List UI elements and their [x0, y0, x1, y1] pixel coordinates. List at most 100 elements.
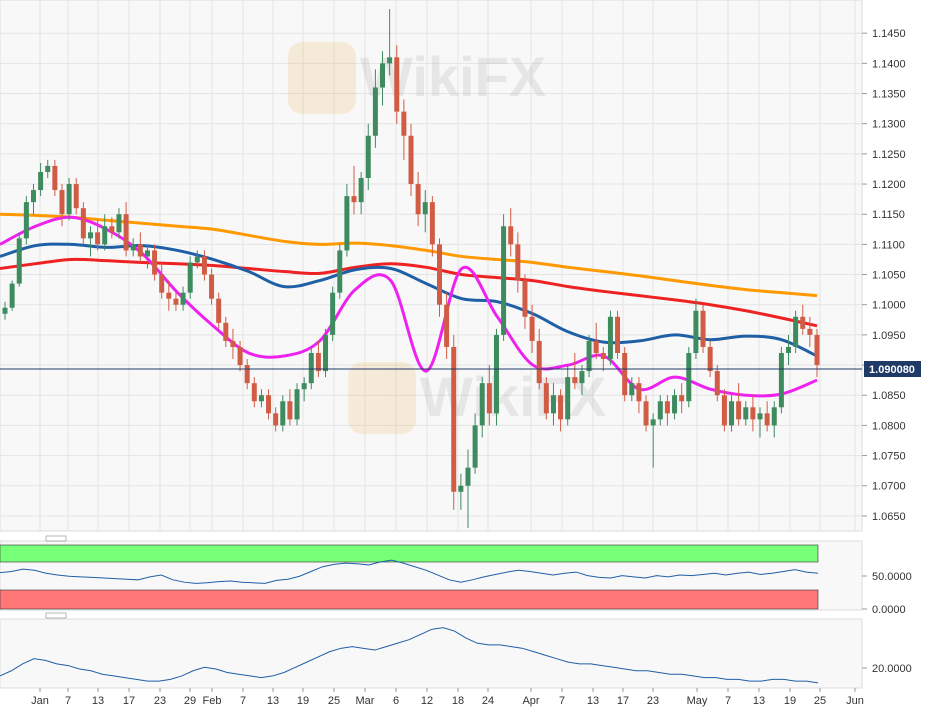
candle-body [600, 352, 606, 360]
x-tick-label: 6 [393, 695, 399, 707]
candle-body [451, 346, 457, 492]
y-tick-label: 1.1400 [872, 58, 906, 70]
candle-body [137, 244, 143, 257]
candle-body [793, 316, 799, 347]
candle-body [693, 310, 699, 353]
x-tick-label: 7 [725, 695, 731, 707]
time-axis: Jan 7 13 17 23 29 Feb 7 13 19 25 Mar 6 12 18 24 Apr 7 13 17… [31, 688, 864, 707]
candle-body [700, 310, 706, 347]
candle-body [2, 307, 8, 314]
candle-body [736, 401, 742, 420]
x-tick-label: 19 [784, 695, 796, 707]
candle-body [558, 395, 564, 420]
candle-body [244, 365, 250, 384]
indicator-2-panel[interactable] [0, 618, 863, 689]
x-tick-label: 24 [482, 695, 494, 707]
y-tick-label: 1.1000 [872, 300, 906, 312]
candle-body [607, 316, 613, 360]
indicator-2-resize-handle[interactable] [45, 612, 67, 619]
candle-body [59, 190, 65, 215]
y-tick-label: 1.1350 [872, 89, 906, 101]
candle-body [344, 196, 350, 251]
x-tick-label: 12 [421, 695, 433, 707]
y-tick-label: 1.0750 [872, 451, 906, 463]
candle-body [109, 226, 115, 233]
x-tick-label: 17 [123, 695, 135, 707]
candle-body [380, 63, 386, 88]
candle-body [729, 401, 735, 426]
candle-body [52, 165, 58, 191]
candle-body [315, 352, 321, 372]
candle-body [230, 340, 236, 347]
candle-body [365, 135, 371, 179]
candle-body [16, 238, 22, 284]
indicator-1-oversold-band [0, 589, 819, 610]
candle-body [814, 334, 820, 366]
candle-body [387, 57, 393, 64]
candle-body [629, 383, 635, 396]
candle-body [301, 383, 307, 390]
candle-body [187, 262, 193, 293]
candle-body [586, 340, 592, 372]
candle-body [714, 371, 720, 396]
candle-body [672, 395, 678, 414]
candle-body [337, 250, 343, 293]
candle-body [273, 413, 279, 426]
candle-body [750, 407, 756, 420]
indicator-2-line [0, 627, 819, 684]
candle-body [622, 352, 628, 396]
candle-body [643, 401, 649, 426]
candle-body [636, 383, 642, 402]
y-tick-label: 1.0650 [872, 511, 906, 523]
candle-body [522, 280, 528, 317]
x-tick-label: 7 [240, 695, 246, 707]
x-tick-label: Apr [522, 695, 539, 707]
candle-body [201, 256, 207, 275]
candle-body [358, 178, 364, 203]
x-tick-label: 13 [753, 695, 765, 707]
y-tick-label: 1.1300 [872, 119, 906, 131]
candle-body [95, 232, 101, 245]
candle-body [543, 383, 549, 414]
candle-body [394, 57, 400, 112]
main-chart-panel[interactable] [0, 0, 863, 532]
candle-body [800, 316, 806, 329]
candle-body [786, 346, 792, 353]
x-tick-label: 23 [154, 695, 166, 707]
x-tick-label: 23 [647, 695, 659, 707]
candle-body [650, 419, 656, 426]
candle-body [80, 208, 86, 239]
y-tick-label: 1.1200 [872, 179, 906, 191]
candle-body [401, 111, 407, 136]
candle-body [707, 346, 713, 372]
candle-body [144, 250, 150, 257]
candle-body [550, 395, 556, 414]
candle-body [422, 202, 428, 215]
candle-body [572, 377, 578, 384]
x-tick-label: Mar [356, 695, 375, 707]
y-tick-label: 1.1050 [872, 270, 906, 282]
x-tick-label: 17 [617, 695, 629, 707]
candle-body [266, 395, 272, 414]
candle-body [87, 232, 93, 239]
x-tick-label: 25 [328, 695, 340, 707]
candle-body [529, 316, 535, 341]
candle-body [351, 196, 357, 203]
candle-body [180, 292, 186, 305]
candle-body [444, 304, 450, 347]
candle-body [721, 395, 727, 426]
indicator-1 [0, 544, 819, 610]
candle-body [116, 214, 122, 233]
candle-body [45, 165, 51, 172]
x-tick-label: 25 [814, 695, 826, 707]
candle-body [223, 322, 229, 341]
indicator-1-resize-handle[interactable] [45, 535, 67, 542]
candle-body [486, 383, 492, 414]
candle-body [508, 226, 514, 245]
candle-body [73, 184, 79, 209]
watermark-logo-icon [288, 42, 356, 114]
candle-body [472, 425, 478, 468]
candle-body [159, 274, 165, 293]
